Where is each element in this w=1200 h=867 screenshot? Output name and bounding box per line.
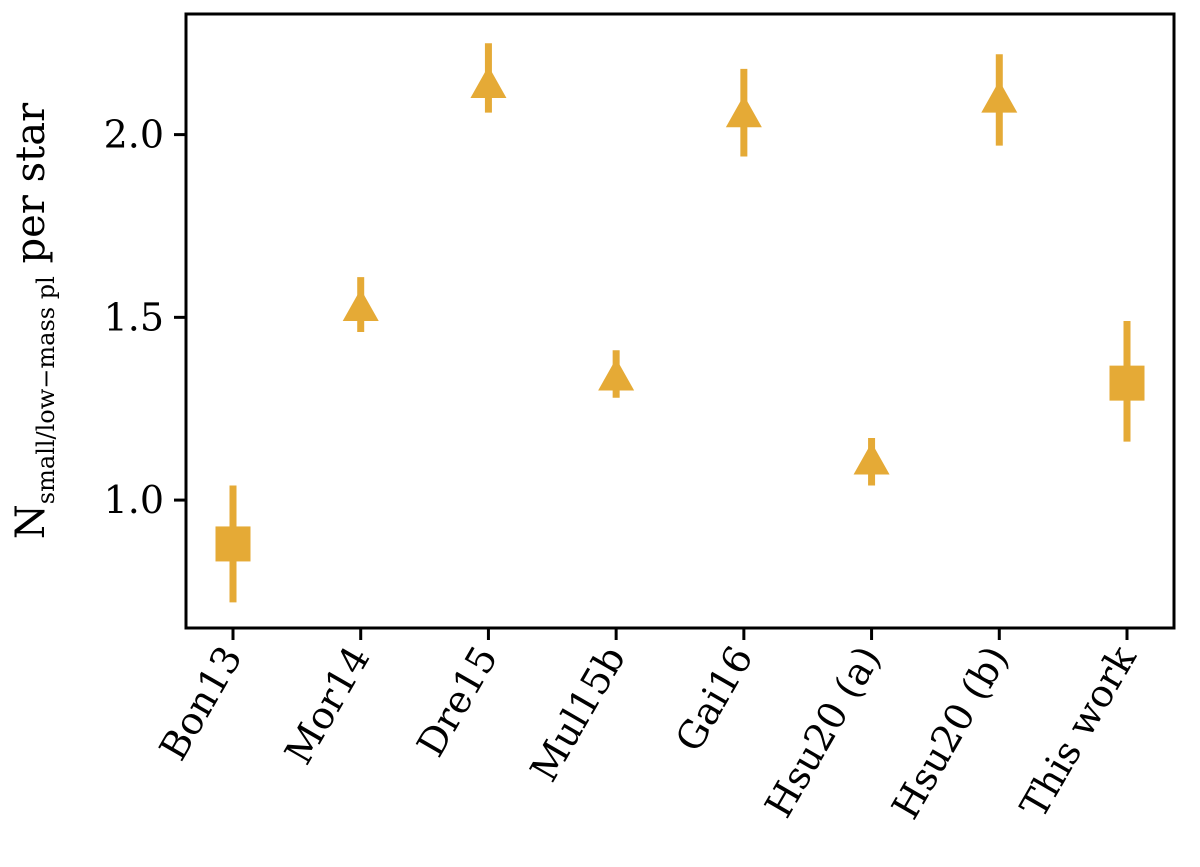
x-tick-label: Gai16 <box>667 639 762 759</box>
y-tick-label: 2.0 <box>104 113 164 157</box>
x-tick-label: Mor14 <box>276 639 378 772</box>
y-tick-label: 1.0 <box>104 478 164 522</box>
y-axis-label-main: N <box>8 504 54 539</box>
y-axis: 1.0 1.5 2.0 <box>104 113 186 522</box>
x-tick-label: Hsu20 (a) <box>756 639 889 825</box>
data-point-triangle <box>342 289 379 321</box>
data-point-triangle <box>853 442 890 475</box>
x-tick-label: Mul15b <box>522 639 634 789</box>
data-point-triangle <box>598 358 635 391</box>
plot-area-frame <box>184 12 1176 630</box>
y-axis-label-subscript: small/low−mass pl <box>32 276 60 504</box>
x-tick-label: Dre15 <box>408 639 506 764</box>
data-point-triangle <box>981 80 1018 113</box>
x-tick-label: This work <box>1012 638 1146 826</box>
data-marks <box>215 43 1145 603</box>
data-point-triangle <box>725 95 762 128</box>
data-point-triangle <box>470 66 507 99</box>
y-axis-label-suffix: per star <box>8 102 54 276</box>
data-point-square <box>1109 365 1145 401</box>
data-point-square <box>215 526 251 562</box>
x-tick-label: Hsu20 (b) <box>883 638 1017 826</box>
x-tick-label: Bon13 <box>151 639 251 768</box>
y-axis-label: Nsmall/low−mass pl per star <box>8 102 60 539</box>
y-tick-label: 1.5 <box>104 295 164 339</box>
